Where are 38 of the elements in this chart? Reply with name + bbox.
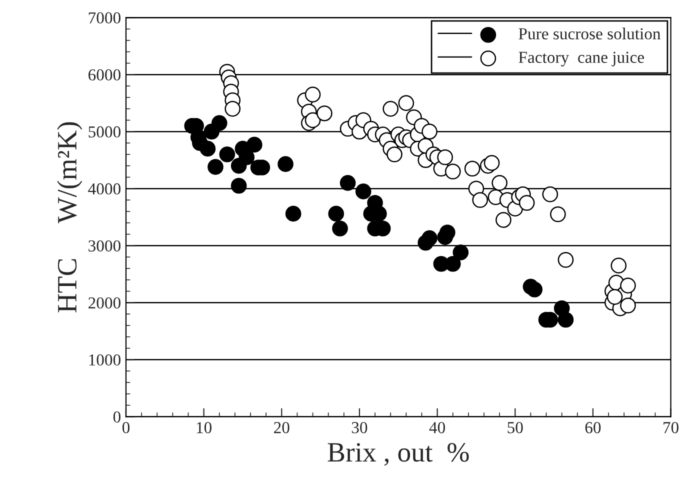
x-tick-label: 30	[352, 422, 368, 434]
x-tick-label: 70	[664, 422, 678, 434]
point	[422, 230, 438, 246]
y-tick-label: 0	[113, 411, 120, 423]
y-tick-label: 2000	[88, 297, 120, 309]
x-tick-label: 60	[585, 422, 601, 434]
y-tick-label: 4000	[88, 183, 120, 195]
point	[278, 156, 294, 172]
y-tick-label: 7000	[88, 12, 120, 24]
y-tick-label: 1000	[89, 354, 120, 366]
y-tick-label: 3000	[88, 240, 120, 252]
point	[208, 159, 224, 175]
point	[211, 115, 228, 131]
x-tick-label: 0	[122, 422, 130, 434]
point	[328, 206, 344, 222]
point	[246, 136, 262, 153]
point	[558, 312, 574, 328]
point	[285, 206, 302, 222]
point	[440, 224, 456, 240]
point	[340, 175, 356, 191]
legend-label: Pure sucrose solution	[518, 28, 661, 40]
x-tick-label: 40	[429, 422, 445, 434]
y-tick-label: 5000	[88, 126, 120, 138]
y-tick-label: 6000	[88, 69, 120, 81]
legend-label: Factory cane juice	[518, 52, 644, 66]
point	[355, 184, 372, 200]
x-tick-label: 20	[274, 422, 290, 434]
point	[526, 282, 542, 298]
x-tick-label: 50	[508, 422, 523, 434]
point	[219, 146, 236, 162]
point	[238, 149, 255, 166]
x-axis-title: Brix , out %	[328, 442, 469, 466]
point	[230, 178, 247, 194]
point	[452, 244, 469, 260]
y-axis-title: HTC W/(m²K)	[57, 122, 82, 312]
point	[332, 220, 348, 236]
point	[200, 140, 216, 157]
x-tick-label: 10	[196, 422, 212, 434]
